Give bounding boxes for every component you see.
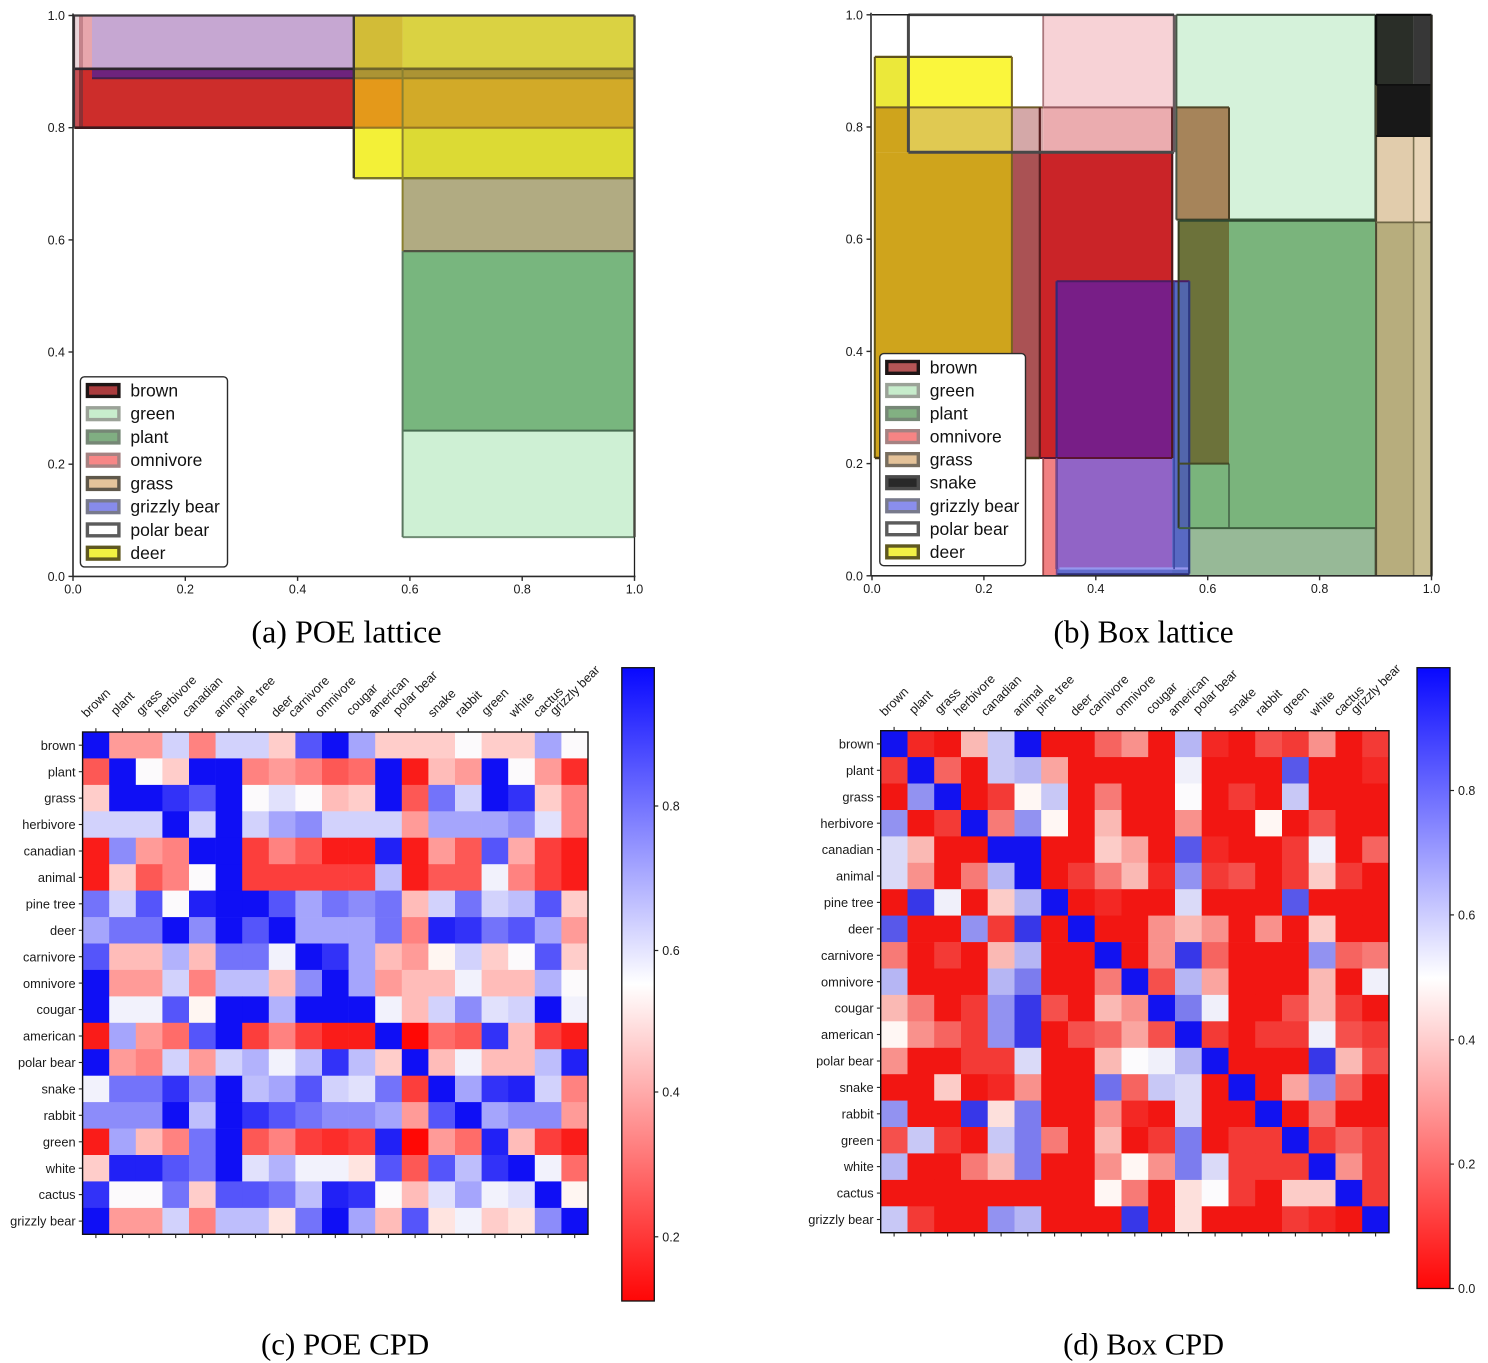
svg-text:plant: plant bbox=[130, 427, 168, 447]
svg-text:white: white bbox=[843, 1159, 874, 1174]
svg-text:grass: grass bbox=[930, 450, 973, 470]
svg-text:omnivore: omnivore bbox=[23, 976, 76, 991]
svg-text:animal: animal bbox=[836, 869, 874, 884]
svg-text:0.0: 0.0 bbox=[846, 569, 863, 583]
svg-text:plant: plant bbox=[48, 764, 76, 779]
svg-text:polar bear: polar bear bbox=[130, 520, 209, 540]
svg-text:(d) Box CPD: (d) Box CPD bbox=[1063, 1328, 1224, 1362]
svg-text:herbivore: herbivore bbox=[820, 816, 873, 831]
svg-text:canadian: canadian bbox=[822, 842, 874, 857]
svg-text:american: american bbox=[23, 1029, 76, 1044]
svg-text:polar bear: polar bear bbox=[816, 1054, 874, 1069]
svg-text:grass: grass bbox=[130, 474, 173, 494]
svg-text:herbivore: herbivore bbox=[22, 817, 75, 832]
svg-text:polar bear: polar bear bbox=[930, 519, 1009, 539]
svg-text:animal: animal bbox=[38, 870, 76, 885]
svg-text:1.0: 1.0 bbox=[846, 8, 863, 22]
svg-text:1.0: 1.0 bbox=[1423, 582, 1440, 596]
svg-text:0.4: 0.4 bbox=[662, 1086, 679, 1100]
svg-text:0.2: 0.2 bbox=[662, 1230, 679, 1244]
svg-text:pine tree: pine tree bbox=[26, 896, 76, 911]
svg-text:(c) POE CPD: (c) POE CPD bbox=[261, 1327, 429, 1362]
svg-text:cactus: cactus bbox=[39, 1187, 76, 1202]
svg-text:carnivore: carnivore bbox=[23, 949, 76, 964]
svg-text:green: green bbox=[841, 1133, 874, 1148]
svg-text:1.0: 1.0 bbox=[48, 9, 65, 23]
svg-text:snake: snake bbox=[41, 1082, 75, 1097]
svg-text:0.2: 0.2 bbox=[48, 458, 65, 472]
svg-text:cactus: cactus bbox=[837, 1186, 874, 1201]
svg-text:0.2: 0.2 bbox=[177, 582, 194, 596]
svg-text:0.6: 0.6 bbox=[662, 944, 679, 958]
svg-text:canadian: canadian bbox=[24, 844, 76, 859]
svg-text:0.4: 0.4 bbox=[48, 346, 65, 360]
svg-text:0.6: 0.6 bbox=[1199, 582, 1216, 596]
svg-text:omnivore: omnivore bbox=[821, 974, 874, 989]
svg-text:1.0: 1.0 bbox=[626, 582, 643, 596]
svg-text:green: green bbox=[930, 381, 975, 401]
svg-text:pine tree: pine tree bbox=[824, 895, 874, 910]
svg-text:grizzly bear: grizzly bear bbox=[808, 1212, 874, 1227]
svg-text:0.2: 0.2 bbox=[1458, 1158, 1475, 1172]
svg-text:green: green bbox=[43, 1134, 76, 1149]
svg-text:deer: deer bbox=[848, 922, 874, 937]
svg-text:brown: brown bbox=[930, 357, 978, 377]
svg-text:0.4: 0.4 bbox=[1458, 1033, 1475, 1047]
svg-text:0.4: 0.4 bbox=[289, 582, 306, 596]
svg-text:green: green bbox=[130, 404, 175, 424]
svg-text:0.6: 0.6 bbox=[1458, 908, 1475, 922]
svg-text:grizzly bear: grizzly bear bbox=[10, 1214, 76, 1229]
svg-text:deer: deer bbox=[930, 542, 965, 562]
svg-text:0.6: 0.6 bbox=[48, 233, 65, 247]
svg-text:0.8: 0.8 bbox=[846, 121, 863, 135]
svg-text:polar bear: polar bear bbox=[18, 1055, 76, 1070]
svg-text:(a) POE lattice: (a) POE lattice bbox=[251, 614, 441, 650]
svg-text:omnivore: omnivore bbox=[930, 427, 1002, 447]
svg-text:carnivore: carnivore bbox=[821, 948, 874, 963]
svg-text:0.8: 0.8 bbox=[662, 800, 679, 814]
svg-text:grizzly bear: grizzly bear bbox=[930, 496, 1020, 516]
svg-text:0.8: 0.8 bbox=[514, 582, 531, 596]
svg-text:0.0: 0.0 bbox=[1458, 1282, 1475, 1296]
svg-text:0.8: 0.8 bbox=[1311, 582, 1328, 596]
svg-text:cougar: cougar bbox=[36, 1002, 76, 1017]
svg-text:rabbit: rabbit bbox=[842, 1106, 874, 1121]
svg-text:0.4: 0.4 bbox=[846, 345, 863, 359]
svg-text:0.0: 0.0 bbox=[48, 570, 65, 584]
svg-text:0.6: 0.6 bbox=[846, 233, 863, 247]
svg-text:0.2: 0.2 bbox=[975, 582, 992, 596]
svg-text:deer: deer bbox=[130, 543, 165, 563]
svg-text:brown: brown bbox=[41, 738, 76, 753]
svg-text:deer: deer bbox=[50, 923, 76, 938]
svg-text:(b) Box lattice: (b) Box lattice bbox=[1054, 615, 1234, 650]
svg-text:rabbit: rabbit bbox=[44, 1108, 76, 1123]
svg-text:0.0: 0.0 bbox=[64, 582, 81, 596]
svg-text:0.8: 0.8 bbox=[48, 121, 65, 135]
svg-text:0.6: 0.6 bbox=[401, 582, 418, 596]
svg-text:0.4: 0.4 bbox=[1087, 582, 1104, 596]
svg-text:snake: snake bbox=[930, 473, 977, 493]
svg-text:white: white bbox=[45, 1161, 76, 1176]
svg-text:grass: grass bbox=[44, 791, 75, 806]
svg-text:cougar: cougar bbox=[835, 1001, 875, 1016]
svg-text:0.0: 0.0 bbox=[863, 582, 880, 596]
svg-text:grass: grass bbox=[842, 789, 873, 804]
svg-text:omnivore: omnivore bbox=[130, 450, 202, 470]
svg-text:brown: brown bbox=[839, 737, 874, 752]
svg-text:american: american bbox=[821, 1027, 874, 1042]
svg-text:0.2: 0.2 bbox=[846, 457, 863, 471]
svg-text:snake: snake bbox=[840, 1080, 874, 1095]
svg-text:plant: plant bbox=[846, 763, 874, 778]
svg-text:plant: plant bbox=[930, 404, 968, 424]
svg-text:grizzly bear: grizzly bear bbox=[130, 497, 220, 517]
svg-text:0.8: 0.8 bbox=[1458, 784, 1475, 798]
svg-text:brown: brown bbox=[130, 381, 178, 401]
